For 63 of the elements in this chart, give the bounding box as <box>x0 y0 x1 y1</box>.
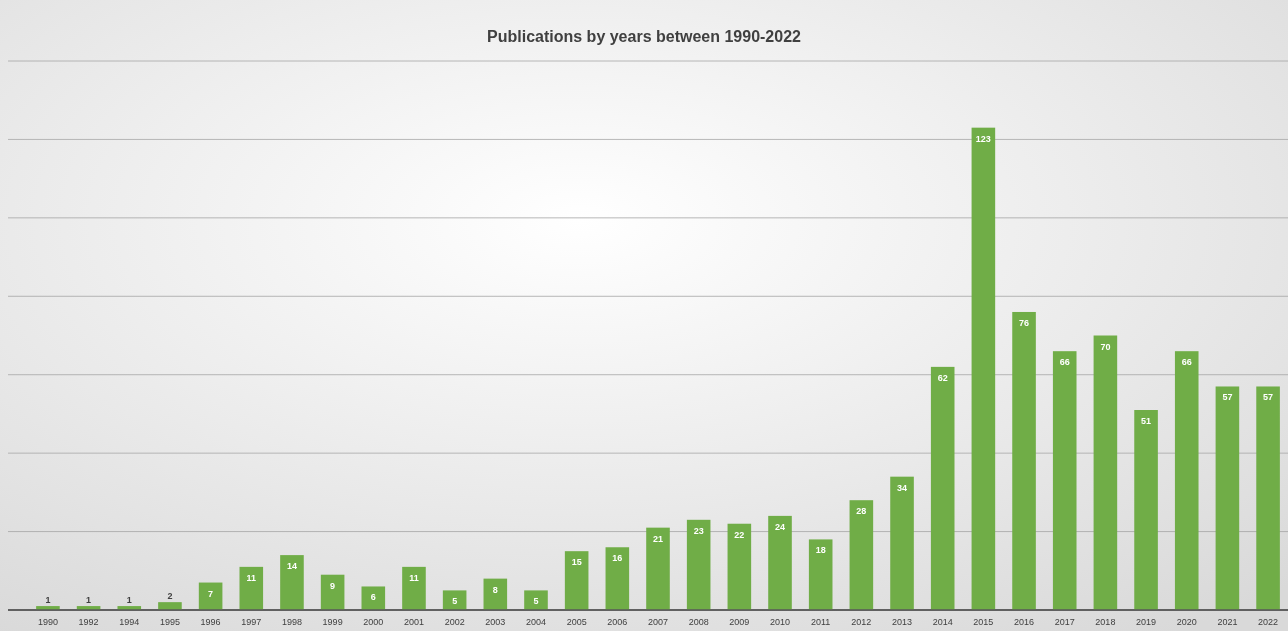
data-label: 5 <box>533 596 539 607</box>
x-tick-label: 2003 <box>485 617 506 627</box>
x-tick-label: 2019 <box>1136 617 1157 627</box>
data-label: 66 <box>1059 357 1070 368</box>
x-tick-label: 1990 <box>37 617 58 627</box>
data-label: 57 <box>1222 392 1233 403</box>
x-tick-label: 1996 <box>200 617 221 627</box>
data-label: 76 <box>1019 317 1030 328</box>
x-tick-label: 1997 <box>241 617 262 627</box>
x-tick-label: 2009 <box>729 617 750 627</box>
x-tick-label: 1998 <box>281 617 302 627</box>
data-label: 24 <box>775 521 786 532</box>
data-label: 21 <box>652 533 664 544</box>
data-label: 23 <box>693 525 704 536</box>
data-label: 1 <box>126 595 132 606</box>
x-tick-label: 2006 <box>607 617 628 627</box>
x-tick-label: 2014 <box>932 617 953 627</box>
data-label: 1 <box>86 595 92 606</box>
data-label: 22 <box>734 529 745 540</box>
data-label: 9 <box>330 580 336 591</box>
x-tick-label: 2008 <box>688 617 709 627</box>
data-label: 51 <box>1141 416 1152 427</box>
data-label: 5 <box>452 596 458 607</box>
data-label: 34 <box>897 482 908 493</box>
x-tick-label: 2004 <box>525 617 546 627</box>
x-tick-label: 2018 <box>1095 617 1116 627</box>
data-label: 6 <box>370 592 376 603</box>
x-tick-label: 1994 <box>119 617 140 627</box>
data-label: 18 <box>815 545 826 556</box>
data-label: 15 <box>571 557 582 568</box>
data-label: 11 <box>409 572 419 583</box>
x-tick-label: 2022 <box>1258 617 1279 627</box>
data-label: 2 <box>167 591 173 602</box>
x-tick-label: 2007 <box>647 617 669 627</box>
x-tick-label: 2013 <box>892 617 913 627</box>
x-tick-label: 2010 <box>770 617 791 627</box>
data-label: 16 <box>612 553 623 564</box>
chart-title: Publications by years between 1990-2022 <box>487 28 802 45</box>
x-tick-label: 2015 <box>973 617 994 627</box>
data-label: 1 <box>45 595 51 606</box>
x-tick-label: 1999 <box>322 617 343 627</box>
data-label: 70 <box>1100 341 1111 352</box>
x-tick-label: 2016 <box>1014 617 1035 627</box>
x-tick-label: 1995 <box>159 617 180 627</box>
x-tick-label: 2002 <box>444 617 465 627</box>
x-tick-label: 2017 <box>1054 617 1075 627</box>
data-label: 11 <box>246 572 257 583</box>
data-label: 123 <box>975 133 991 144</box>
x-tick-label: 2000 <box>363 617 384 627</box>
data-label: 57 <box>1263 392 1274 403</box>
x-tick-label: 1992 <box>78 617 99 627</box>
data-label: 14 <box>286 561 297 572</box>
x-tick-label: 2012 <box>851 617 872 627</box>
x-tick-label: 2001 <box>403 617 424 627</box>
data-label: 8 <box>492 584 498 595</box>
x-tick-label: 2005 <box>566 617 587 627</box>
data-label: 66 <box>1181 357 1192 368</box>
data-label: 28 <box>856 506 867 517</box>
x-tick-label: 2021 <box>1217 617 1238 627</box>
data-label: 7 <box>208 588 214 599</box>
x-tick-label: 2011 <box>811 617 831 627</box>
data-label: 62 <box>937 372 948 383</box>
x-tick-label: 2020 <box>1176 617 1197 627</box>
